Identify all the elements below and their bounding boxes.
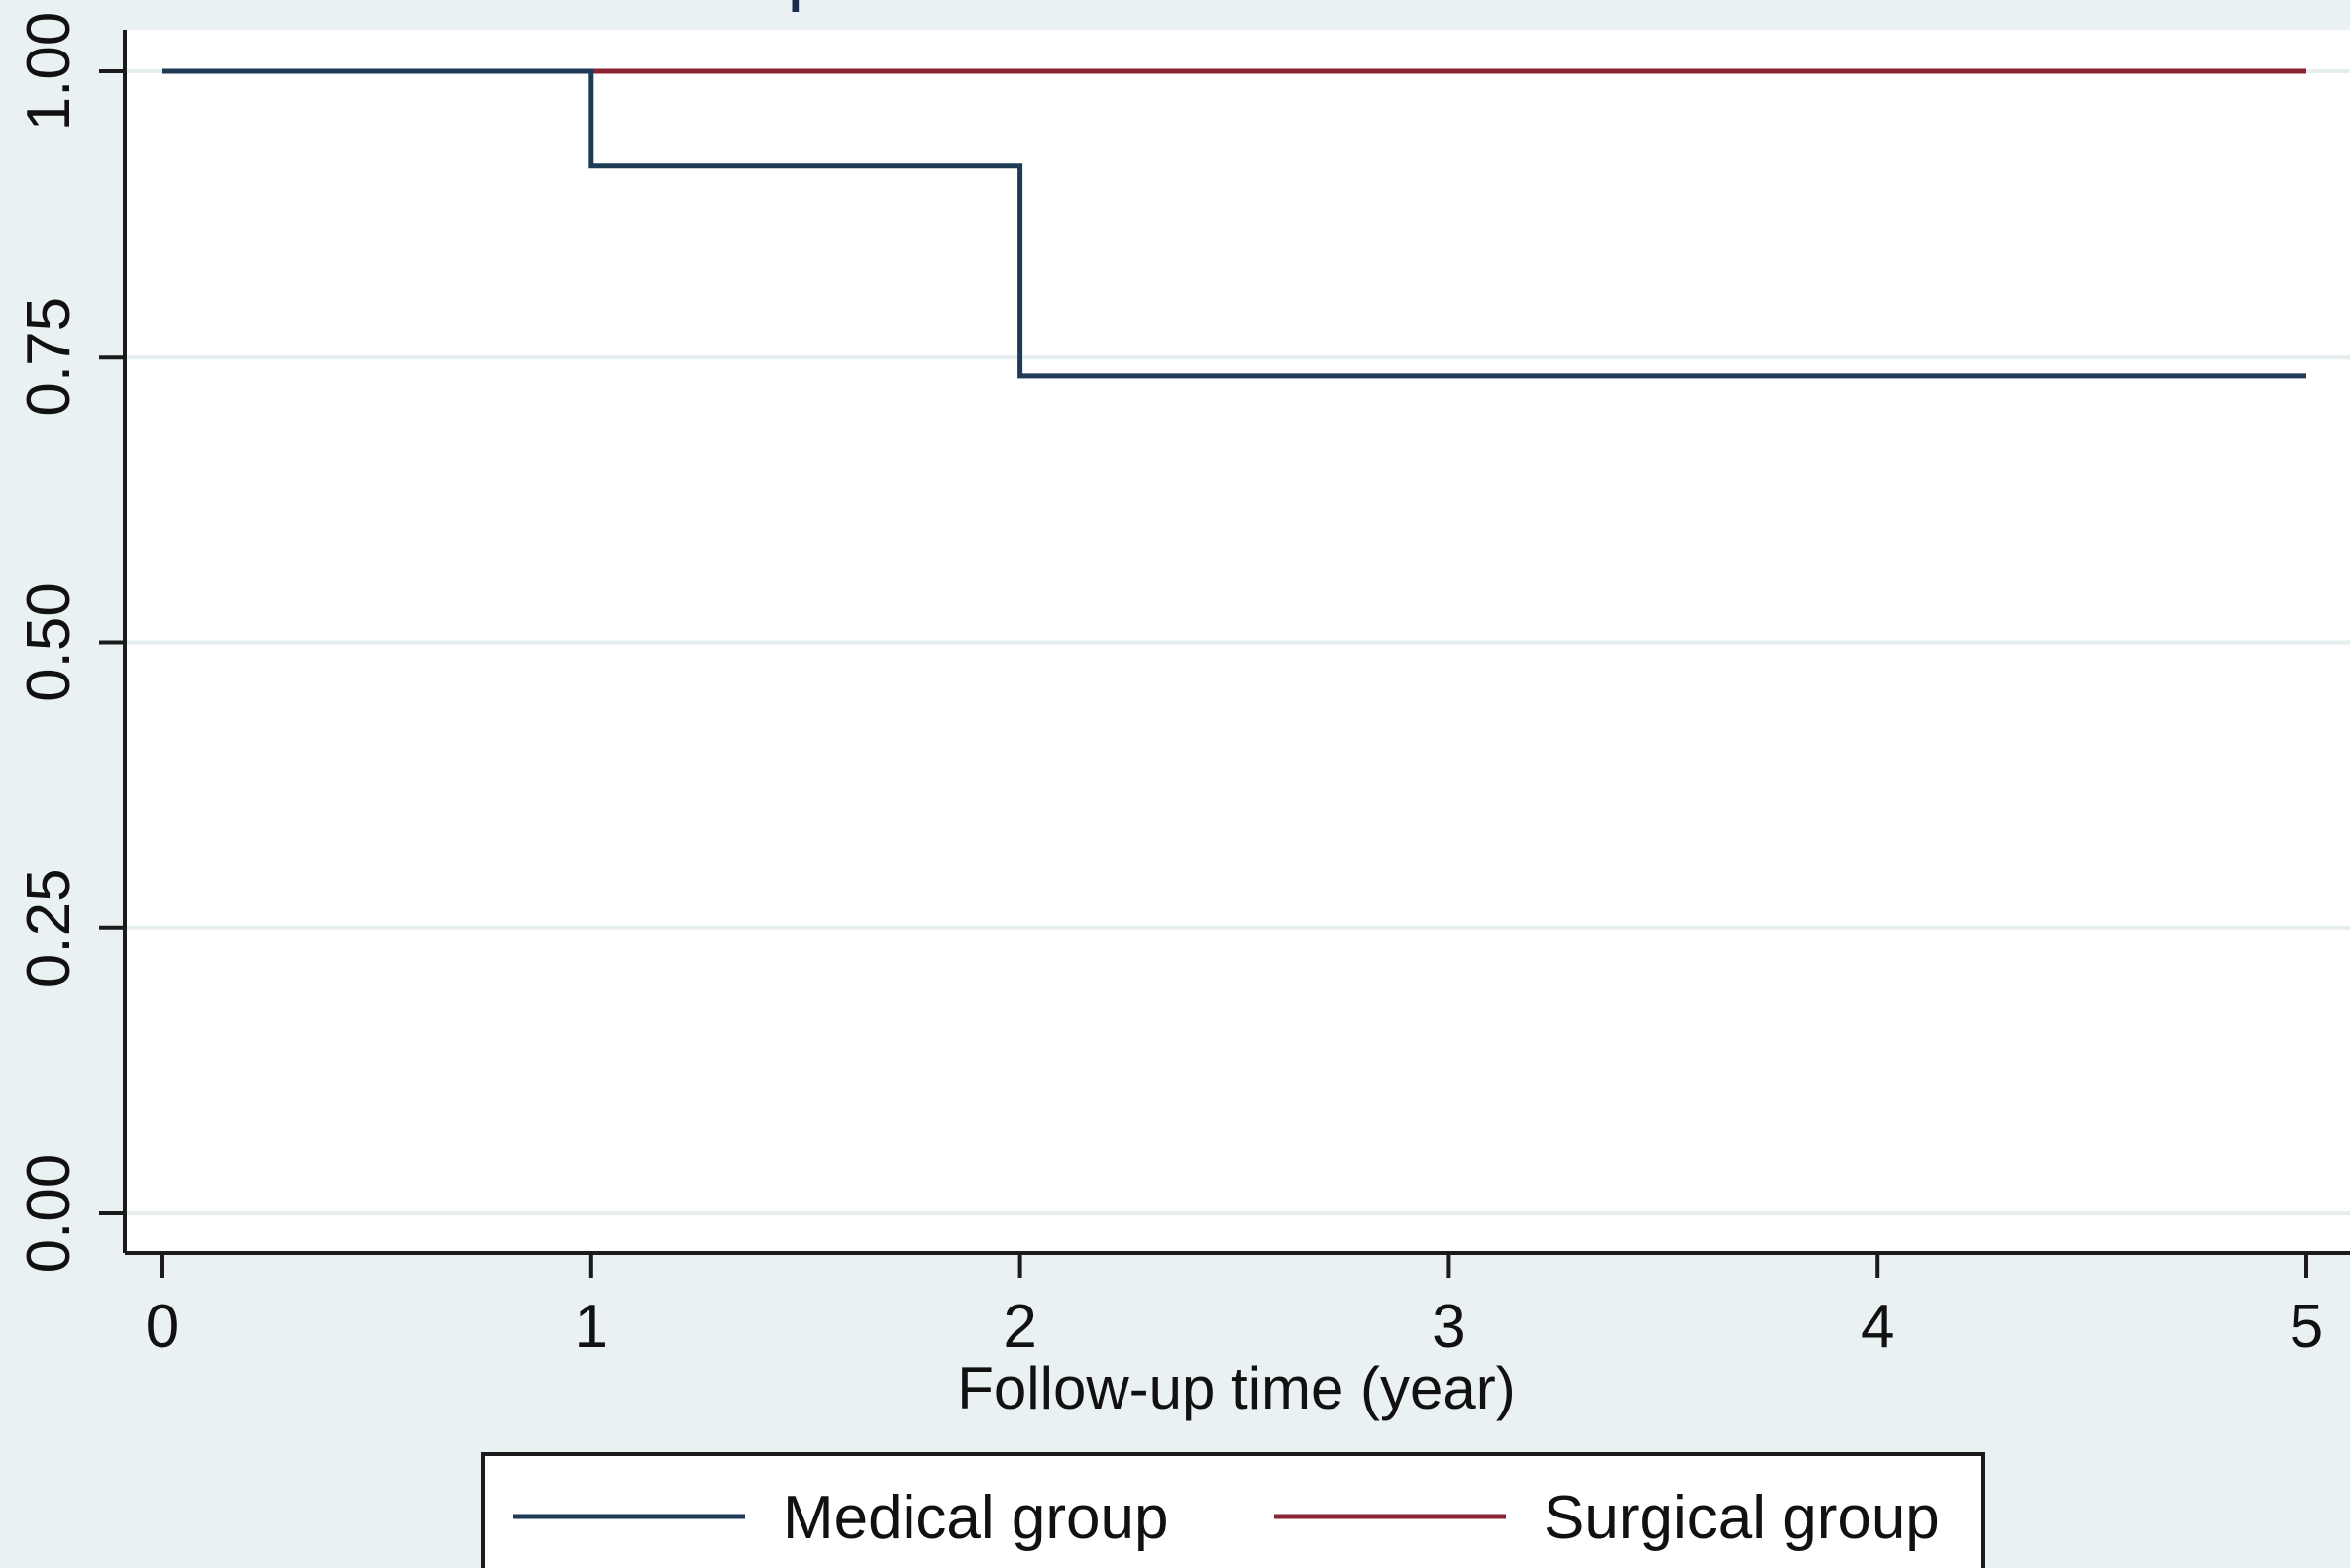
y-tick-label: 0.00	[15, 1154, 83, 1274]
grid-lines	[125, 69, 2350, 1215]
legend-label-surgical: Surgical group	[1544, 1484, 1940, 1552]
x-tick-label: 1	[575, 1293, 608, 1361]
x-ticks: 0 1 2 3 4 5	[146, 1253, 2323, 1361]
chart-title: Kaplan-Meier survival estimates	[694, 0, 1762, 13]
y-tick-label: 0.25	[15, 868, 83, 988]
legend-label-medical: Medical group	[783, 1484, 1168, 1552]
x-axis-title: Follow-up time (year)	[957, 1355, 1515, 1421]
series-lines	[162, 68, 2306, 379]
legend: Medical group Surgical group	[481, 1452, 1985, 1568]
y-tick-label: 0.75	[15, 297, 83, 417]
y-tick-label: 1.00	[15, 12, 83, 132]
x-tick-label: 5	[2290, 1293, 2323, 1361]
x-tick-label: 2	[1003, 1293, 1036, 1361]
x-tick-label: 3	[1432, 1293, 1465, 1361]
x-tick-label: 0	[146, 1293, 179, 1361]
legend-box	[481, 1452, 1985, 1568]
y-tick-label: 0.50	[15, 582, 83, 702]
series-line-medical	[162, 68, 2306, 379]
x-tick-label: 4	[1861, 1293, 1894, 1361]
y-ticks: 0.00 0.25 0.50 0.75 1.00	[15, 12, 125, 1274]
